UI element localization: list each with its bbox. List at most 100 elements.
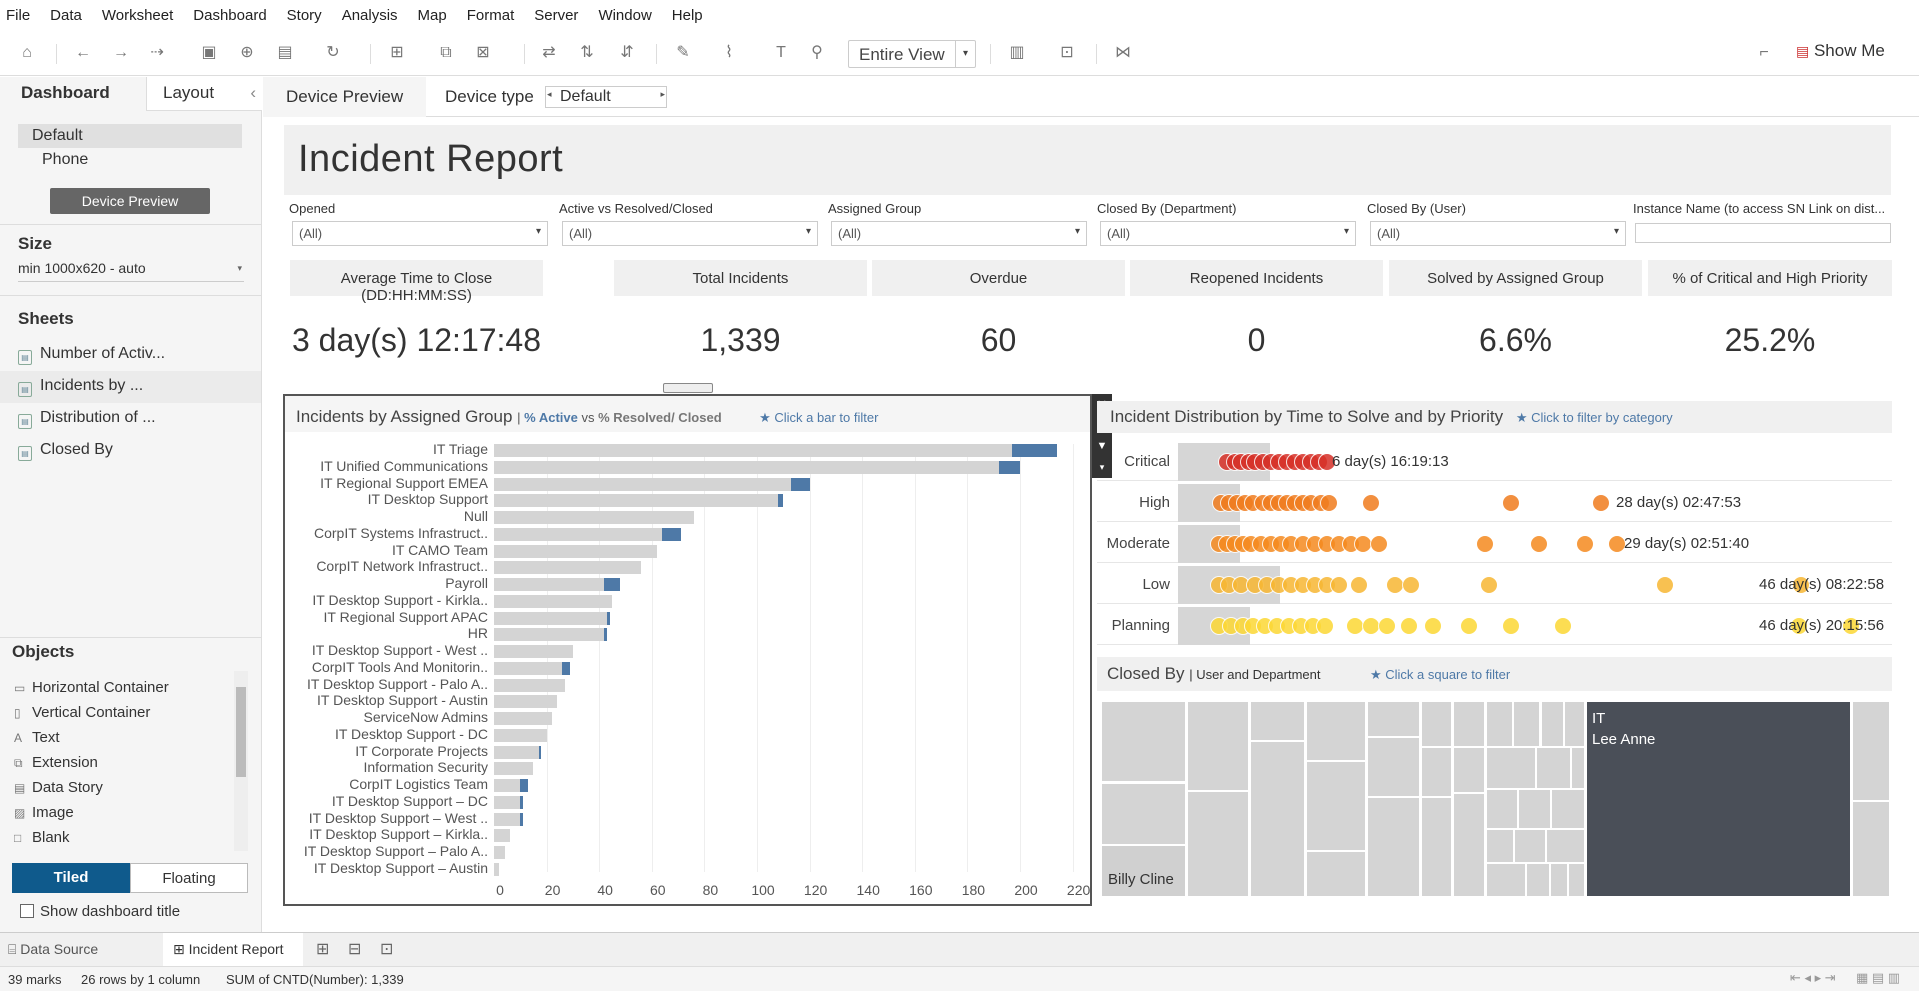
sheet-item[interactable]: ▤ Closed By (18, 441, 113, 461)
data-point[interactable] (1530, 535, 1548, 553)
data-point[interactable] (1350, 576, 1368, 594)
device-preview-tab[interactable]: Device Preview (263, 77, 426, 117)
treemap-cell[interactable] (1101, 701, 1186, 782)
sheet-item[interactable]: ▤ Number of Activ... (18, 345, 165, 365)
data-point[interactable] (1842, 617, 1860, 635)
bar[interactable] (494, 494, 784, 508)
treemap-cell[interactable] (1526, 863, 1550, 897)
chevron-left-icon[interactable]: ◂ (547, 89, 552, 99)
new-datasource-icon[interactable]: ⊕ (240, 44, 254, 61)
bar-active-segment[interactable] (604, 628, 608, 642)
data-point[interactable] (1378, 617, 1396, 635)
tab-dashboard[interactable]: Dashboard (0, 77, 146, 111)
treemap-cell[interactable] (1187, 701, 1249, 791)
data-point[interactable] (1576, 535, 1594, 553)
replay-icon[interactable]: ⇢ (150, 44, 164, 61)
treemap-cell[interactable] (1421, 747, 1452, 797)
treemap-cell[interactable] (1551, 789, 1585, 829)
instance-name-input[interactable] (1635, 223, 1891, 243)
data-point[interactable] (1400, 617, 1418, 635)
floating-button[interactable]: Floating (130, 863, 248, 893)
treemap-cell[interactable] (1367, 701, 1420, 737)
text-label-icon[interactable]: T (776, 44, 786, 61)
treemap-cell[interactable] (1536, 747, 1571, 789)
bar[interactable] (494, 544, 658, 558)
bar[interactable] (494, 862, 500, 876)
bar[interactable] (494, 846, 505, 859)
menu-map[interactable]: Map (417, 6, 447, 24)
filter-dropdown[interactable]: (All) ▾ (1100, 221, 1356, 246)
bar[interactable] (494, 645, 573, 658)
tab-incident-report[interactable]: ⊞ Incident Report (163, 933, 303, 967)
data-point[interactable] (1476, 535, 1494, 553)
device-phone[interactable]: Phone (42, 151, 89, 168)
size-dropdown[interactable]: min 1000x620 - auto ▾ (18, 260, 244, 282)
more-options-icon[interactable]: ▾ (1099, 462, 1105, 472)
object-vertical-container[interactable]: ▯ Vertical Container (14, 704, 150, 721)
object-extension[interactable]: ⧉ Extension (14, 754, 98, 771)
bar[interactable] (494, 712, 552, 725)
treemap-cell[interactable] (1564, 701, 1585, 747)
data-point[interactable] (1424, 617, 1442, 635)
treemap-cell[interactable] (1250, 741, 1305, 897)
object-image[interactable]: ▨ Image (14, 804, 74, 821)
bar-active-segment[interactable] (520, 779, 529, 792)
bar[interactable] (494, 695, 558, 709)
treemap-cell[interactable] (1486, 701, 1513, 747)
menu-dashboard[interactable]: Dashboard (193, 6, 267, 24)
data-point[interactable] (1502, 617, 1520, 635)
new-story-icon[interactable]: ⊡ (380, 941, 394, 958)
device-type-select[interactable]: ◂ Default ▸ (545, 86, 667, 108)
filter-dropdown[interactable]: (All) ▾ (831, 221, 1087, 246)
treemap-cell[interactable] (1550, 863, 1568, 897)
sheet-item[interactable]: ▤ Incidents by ... (18, 377, 143, 397)
menu-story[interactable]: Story (286, 6, 322, 24)
data-source-tab[interactable]: ⌸ Data Source (8, 941, 98, 958)
bar[interactable] (494, 527, 681, 541)
bar-active-segment[interactable] (791, 477, 810, 491)
data-point[interactable] (1316, 617, 1334, 635)
priority-row[interactable] (1097, 484, 1892, 522)
data-point[interactable] (1480, 576, 1498, 594)
treemap-cell[interactable] (1514, 829, 1546, 863)
menu-data[interactable]: Data (50, 6, 82, 24)
bar[interactable] (494, 728, 547, 742)
bar-active-segment[interactable] (604, 578, 621, 591)
show-me-button[interactable]: ▤ Show Me (1796, 41, 1885, 61)
new-worksheet-icon[interactable]: ⊞ (316, 941, 330, 958)
filter-dropdown[interactable]: (All) ▾ (562, 221, 818, 246)
data-point[interactable] (1460, 617, 1478, 635)
kpi-value[interactable]: 60 (980, 322, 1017, 358)
treemap-cell[interactable] (1546, 829, 1585, 863)
drag-handle[interactable] (663, 383, 713, 393)
treemap-cell[interactable] (1852, 701, 1890, 801)
filter-dropdown[interactable]: (All) ▾ (1370, 221, 1626, 246)
duplicate-icon[interactable]: ⧉ (440, 44, 452, 61)
menu-help[interactable]: Help (671, 6, 703, 24)
bar-active-segment[interactable] (662, 527, 681, 541)
bar[interactable] (494, 678, 565, 692)
treemap-cell[interactable] (1250, 701, 1305, 741)
data-point[interactable] (1608, 535, 1626, 553)
priority-row[interactable] (1097, 607, 1892, 645)
data-point[interactable] (1592, 494, 1610, 512)
device-default[interactable]: Default (18, 124, 242, 148)
home-icon[interactable]: ⌂ (22, 44, 32, 61)
refresh-icon[interactable]: ↻ (326, 44, 340, 61)
data-point[interactable] (1656, 576, 1674, 594)
treemap-cell[interactable] (1486, 747, 1536, 789)
bar[interactable] (494, 460, 1020, 474)
sort-asc-icon[interactable]: ⇅ (580, 44, 594, 61)
treemap-cell[interactable] (1421, 701, 1452, 747)
menu-window[interactable]: Window (598, 6, 652, 24)
bar-active-segment[interactable] (607, 611, 610, 625)
view-mode-icons[interactable]: ▦ ▤ ▥ (1856, 970, 1901, 985)
bar-active-segment[interactable] (998, 460, 1020, 474)
pause-updates-icon[interactable]: ▤ (277, 44, 293, 61)
data-point[interactable] (1362, 494, 1380, 512)
collapse-icon[interactable]: ‹ (250, 83, 256, 102)
sort-desc-icon[interactable]: ⇵ (620, 44, 634, 61)
priority-row[interactable] (1097, 525, 1892, 563)
new-dashboard-icon[interactable]: ⊟ (348, 941, 362, 958)
show-title-checkbox[interactable]: Show dashboard title (20, 903, 180, 920)
